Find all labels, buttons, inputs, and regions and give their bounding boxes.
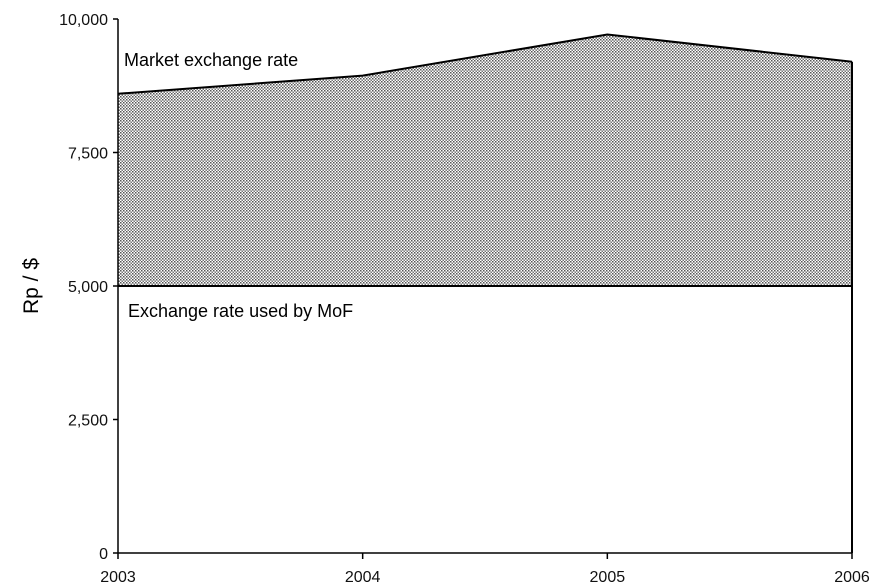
annotation-market-rate: Market exchange rate: [124, 50, 298, 70]
x-tick-label: 2004: [345, 569, 381, 586]
series-line-market-rate: [117, 33, 853, 95]
market-rate-area: [118, 34, 852, 287]
x-tick-label: 2005: [590, 569, 626, 586]
annotation-mof-rate: Exchange rate used by MoF: [128, 301, 353, 321]
y-axis-title: Rp / $: [20, 258, 43, 314]
y-tick-label: 0: [99, 546, 108, 563]
y-tick-label: 7,500: [68, 146, 108, 163]
y-tick-label: 10,000: [59, 12, 108, 29]
x-tick-label: 2003: [100, 569, 136, 586]
y-tick-label: 2,500: [68, 413, 108, 430]
y-tick-label: 5,000: [68, 279, 108, 296]
x-tick-label: 2006: [834, 569, 870, 586]
